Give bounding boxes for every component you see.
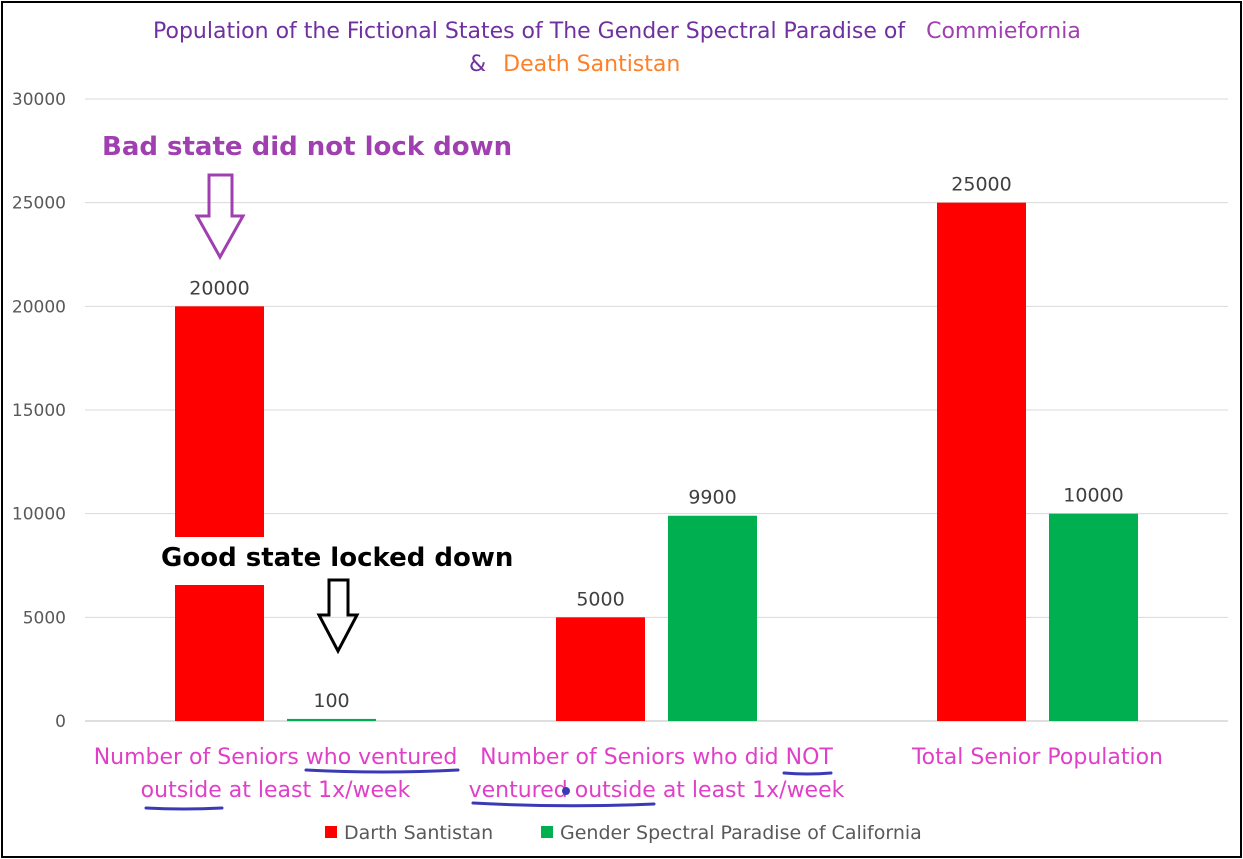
category-labels: Number of Seniors who ventured outside at… xyxy=(94,745,1163,803)
title-death-santistan: Death Santistan xyxy=(503,52,680,77)
y-tick-label: 30000 xyxy=(12,90,66,110)
annotation-good-state: Good state locked down xyxy=(161,543,513,573)
y-tick-label: 10000 xyxy=(12,505,66,525)
chart-title: Population of the Fictional States of Th… xyxy=(153,19,1081,44)
y-tick-label: 25000 xyxy=(12,194,66,214)
annotation-background xyxy=(153,537,493,585)
underlines xyxy=(144,768,833,811)
bar-california-0 xyxy=(287,718,376,721)
category-label: Number of Seniors who did NOT xyxy=(480,745,833,770)
legend: Darth Santistan Gender Spectral Paradise… xyxy=(325,822,922,844)
bar-darth-santistan-2 xyxy=(937,202,1026,721)
legend-swatch-darth-santistan xyxy=(325,826,337,838)
data-label: 10000 xyxy=(1063,485,1123,507)
underline-ventured-outside xyxy=(471,801,656,808)
bar-darth-santistan-1 xyxy=(556,617,645,721)
underline-who-ventured xyxy=(304,768,460,774)
y-tick-label: 15000 xyxy=(12,401,66,421)
bar-california-1 xyxy=(668,515,757,721)
legend-label-darth-santistan: Darth Santistan xyxy=(344,822,493,844)
legend-label-california: Gender Spectral Paradise of California xyxy=(560,822,922,844)
ink-dot xyxy=(562,787,570,795)
data-label: 5000 xyxy=(576,588,624,610)
category-label: outside at least 1x/week xyxy=(141,778,411,803)
data-label: 100 xyxy=(313,690,349,712)
y-tick-label: 5000 xyxy=(23,608,66,628)
title-commiefornia: Commiefornia xyxy=(926,19,1081,44)
down-arrow-icon xyxy=(194,173,246,261)
title-line1: Population of the Fictional States of Th… xyxy=(153,19,906,44)
bar-california-2 xyxy=(1049,513,1138,721)
data-label: 9900 xyxy=(688,487,736,509)
bar-chart: Population of the Fictional States of Th… xyxy=(12,19,1228,844)
data-label: 20000 xyxy=(189,277,249,299)
down-arrow-icon xyxy=(316,578,360,655)
bars xyxy=(175,202,1138,721)
category-label: ventured outside at least 1x/week xyxy=(469,778,845,803)
annotation-bad-state: Bad state did not lock down xyxy=(102,132,512,162)
legend-swatch-california xyxy=(541,826,553,838)
underline-outside xyxy=(144,806,224,811)
category-label: Number of Seniors who ventured xyxy=(94,745,458,770)
gridlines xyxy=(85,98,1228,722)
y-tick-label: 20000 xyxy=(12,297,66,317)
y-axis-ticks: 0 5000 10000 15000 20000 25000 30000 xyxy=(12,90,66,732)
data-label: 25000 xyxy=(951,174,1011,196)
category-label: Total Senior Population xyxy=(911,745,1163,770)
data-labels: 20000 100 5000 9900 25000 10000 xyxy=(189,174,1123,712)
y-tick-label: 0 xyxy=(55,712,66,732)
underline-not xyxy=(782,771,833,776)
bar-darth-santistan-0 xyxy=(175,306,264,721)
chart-title-line2: & Death Santistan xyxy=(469,52,680,77)
title-ampersand: & xyxy=(469,52,486,77)
